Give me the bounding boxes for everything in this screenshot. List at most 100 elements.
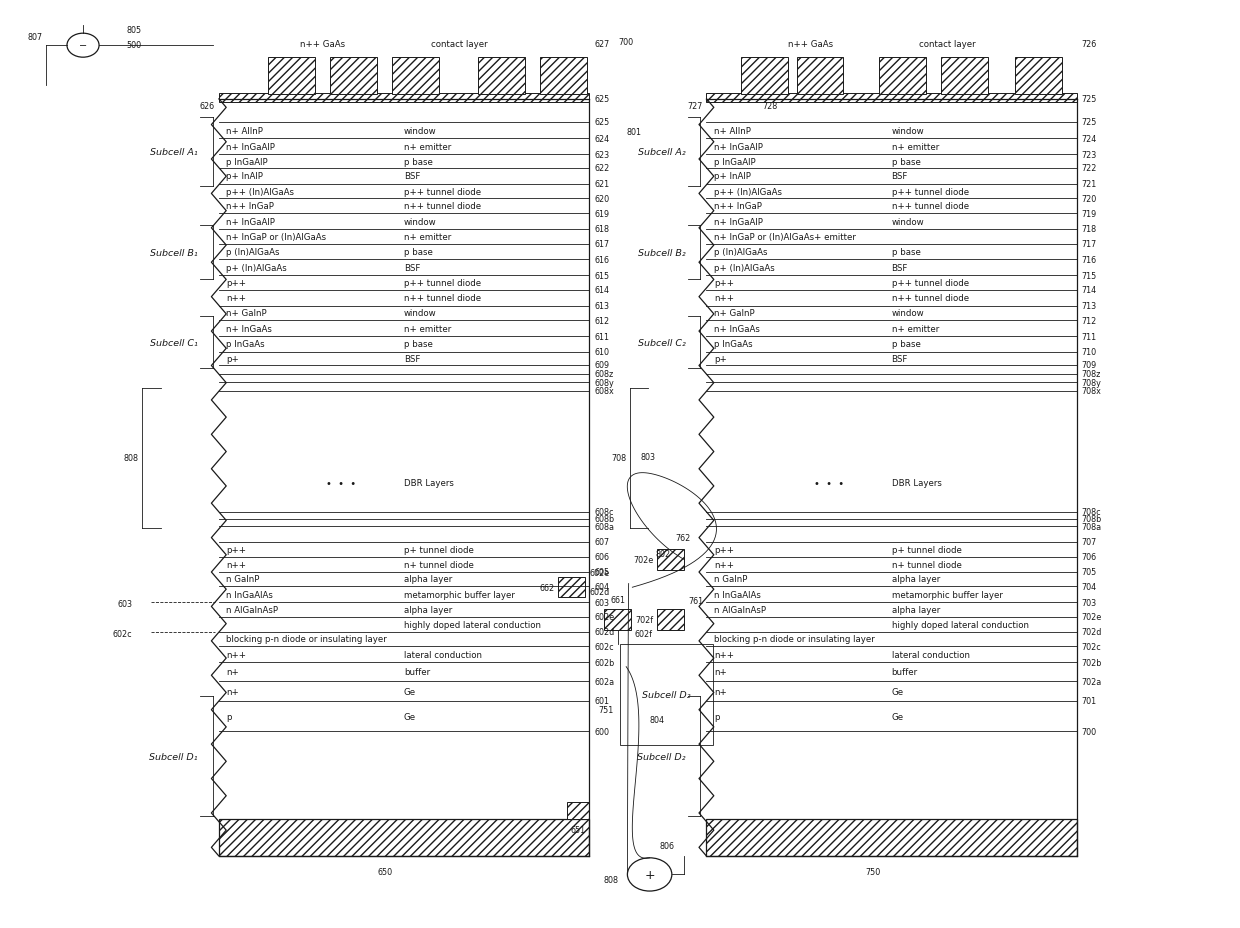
Text: BSF: BSF (404, 354, 420, 364)
Text: 727: 727 (687, 101, 703, 110)
Text: 716: 716 (1081, 255, 1097, 264)
Text: 623: 623 (594, 150, 609, 160)
Text: 721: 721 (1081, 180, 1097, 189)
Text: Subcell A₂: Subcell A₂ (637, 148, 686, 157)
Text: n++: n++ (226, 561, 247, 569)
Text: n++ tunnel diode: n++ tunnel diode (892, 294, 968, 303)
Text: 602e: 602e (589, 568, 609, 577)
Text: 600: 600 (594, 727, 609, 736)
Text: n+ emitter: n+ emitter (404, 143, 451, 151)
Text: 708a: 708a (1081, 522, 1102, 531)
Text: 700: 700 (619, 38, 634, 47)
Text: 711: 711 (1081, 332, 1097, 342)
Bar (392, 58, 439, 95)
Text: 608b: 608b (594, 515, 614, 523)
Text: n++: n++ (226, 294, 247, 303)
Text: Ge: Ge (892, 712, 904, 721)
Text: 725: 725 (1081, 118, 1097, 127)
Text: Subcell D₂: Subcell D₂ (642, 690, 691, 699)
Text: n+ tunnel diode: n+ tunnel diode (892, 561, 961, 569)
Text: n++: n++ (714, 294, 734, 303)
Text: window: window (892, 309, 924, 318)
Text: 708b: 708b (1081, 515, 1102, 523)
Text: p++ tunnel diode: p++ tunnel diode (404, 187, 481, 197)
Text: highly doped lateral conduction: highly doped lateral conduction (892, 620, 1028, 629)
Text: n+ InGaAs: n+ InGaAs (226, 325, 272, 333)
Text: n+ emitter: n+ emitter (892, 325, 939, 333)
Text: p++ tunnel diode: p++ tunnel diode (892, 278, 968, 288)
Text: n AlGaInAsP: n AlGaInAsP (226, 605, 278, 614)
Text: n+ InGaAlP: n+ InGaAlP (226, 143, 275, 151)
Text: 625: 625 (594, 96, 609, 104)
Text: 701: 701 (1081, 697, 1097, 705)
Text: n++ InGaP: n++ InGaP (226, 202, 274, 212)
Text: 602e: 602e (594, 612, 614, 622)
Text: BSF: BSF (892, 264, 908, 273)
Text: window: window (404, 309, 436, 318)
Text: 621: 621 (594, 180, 609, 189)
Text: 500: 500 (126, 41, 141, 50)
Text: n++: n++ (714, 561, 734, 569)
Text: 708z: 708z (1081, 370, 1101, 379)
Text: 803: 803 (641, 452, 656, 461)
Text: n+: n+ (226, 667, 239, 677)
Text: BSF: BSF (404, 173, 420, 181)
Text: 807: 807 (27, 32, 42, 42)
Text: 608c: 608c (594, 508, 614, 517)
Text: 702e: 702e (634, 556, 653, 564)
Text: p InGaAlP: p InGaAlP (226, 158, 268, 166)
Text: p base: p base (892, 158, 920, 166)
Text: p++: p++ (226, 546, 247, 554)
Bar (707, 819, 1076, 856)
Text: p+ tunnel diode: p+ tunnel diode (892, 546, 961, 554)
Text: 626: 626 (200, 101, 215, 110)
Text: metamorphic buffer layer: metamorphic buffer layer (404, 590, 515, 599)
Text: 719: 719 (1081, 210, 1097, 218)
Text: contact layer: contact layer (919, 40, 976, 49)
Text: window: window (404, 217, 436, 226)
Bar (941, 58, 988, 95)
Text: p+ (In)AlGaAs: p+ (In)AlGaAs (226, 264, 286, 273)
Text: p+ tunnel diode: p+ tunnel diode (404, 546, 474, 554)
Text: 702e: 702e (1081, 612, 1102, 622)
Text: 608a: 608a (594, 522, 614, 531)
Text: n+ InGaP or (In)AlGaAs: n+ InGaP or (In)AlGaAs (226, 233, 326, 241)
Text: contact layer: contact layer (432, 40, 487, 49)
Text: 714: 714 (1081, 286, 1097, 295)
Text: buffer: buffer (404, 667, 430, 677)
Text: 610: 610 (594, 348, 609, 357)
Text: n InGaAlAs: n InGaAlAs (714, 590, 760, 599)
Bar (567, 803, 589, 819)
Text: 603: 603 (118, 599, 133, 609)
Text: p++: p++ (226, 278, 247, 288)
Text: 802: 802 (656, 549, 671, 559)
Bar (742, 58, 787, 95)
Text: •  •  •: • • • (813, 478, 843, 488)
Text: blocking p-n diode or insulating layer: blocking p-n diode or insulating layer (714, 635, 874, 644)
Text: highly doped lateral conduction: highly doped lateral conduction (404, 620, 541, 629)
Text: DBR Layers: DBR Layers (892, 479, 941, 488)
Text: 702f: 702f (635, 615, 653, 625)
Bar (268, 58, 315, 95)
Text: p++ (In)AlGaAs: p++ (In)AlGaAs (714, 187, 781, 197)
Text: n+ InGaAlP: n+ InGaAlP (714, 217, 763, 226)
Text: n InGaAlAs: n InGaAlAs (226, 590, 273, 599)
Text: Subcell D₁: Subcell D₁ (149, 752, 198, 761)
Text: n AlGaInAsP: n AlGaInAsP (714, 605, 766, 614)
Text: n++ GaAs: n++ GaAs (787, 40, 833, 49)
Text: 762: 762 (676, 534, 691, 542)
Text: 602f: 602f (635, 629, 652, 638)
Text: p base: p base (404, 340, 433, 349)
Text: −: − (79, 41, 87, 51)
Text: 601: 601 (594, 697, 609, 705)
Text: alpha layer: alpha layer (404, 605, 453, 614)
Text: 715: 715 (1081, 271, 1097, 280)
Text: Ge: Ge (404, 687, 417, 696)
Bar (479, 58, 525, 95)
Text: alpha layer: alpha layer (404, 574, 453, 584)
Text: n++ GaAs: n++ GaAs (300, 40, 345, 49)
Text: 607: 607 (594, 538, 609, 547)
Text: 603: 603 (594, 598, 609, 607)
Text: alpha layer: alpha layer (892, 574, 940, 584)
Text: Subcell B₁: Subcell B₁ (150, 249, 198, 257)
